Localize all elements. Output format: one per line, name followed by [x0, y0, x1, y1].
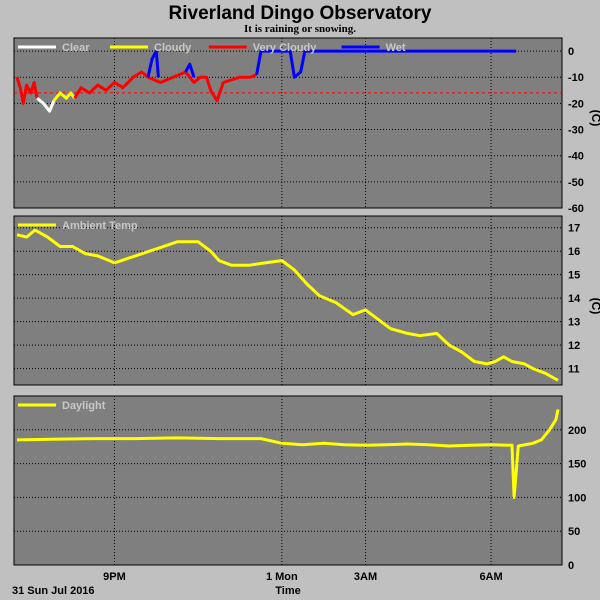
- series-line-sky-2: [52, 91, 76, 102]
- legend-label: Very Cloudy: [253, 42, 317, 54]
- panel-sky: 0 -10 -20 -30 -40 -50 -60 Clear Cloudy Very Cloud…: [13, 37, 600, 215]
- series-line-sky-6: [255, 49, 517, 79]
- y-tick-label: -10: [568, 72, 584, 84]
- y-tick-label: 100: [568, 492, 586, 504]
- page-subtitle: It is raining or snowing.: [244, 23, 356, 35]
- y-tick-label: -30: [568, 125, 584, 137]
- series-line-daylight-0: [16, 409, 560, 499]
- x-axis-label: Time: [275, 585, 300, 597]
- y-tick-label: -60: [568, 203, 584, 215]
- y-tick-label: 200: [568, 425, 586, 437]
- y-tick-label: 0: [568, 560, 574, 572]
- y-tick-label: 12: [568, 340, 580, 352]
- series-line-sky-5: [184, 62, 196, 78]
- panel-ambient: 17 16 15 14 13 12 11 Ambient Temp (C): [13, 215, 600, 386]
- y-tick-label: 0: [568, 46, 574, 58]
- page-title: Riverland Dingo Observatory: [169, 3, 432, 24]
- y-tick-label: -20: [568, 98, 584, 110]
- legend-label: Ambient Temp: [62, 220, 138, 232]
- series-line-sky-0: [15, 76, 39, 105]
- y-axis-unit: (C): [589, 298, 600, 315]
- x-tick-label: 6AM: [479, 571, 502, 583]
- chart-panels: 0 -10 -20 -30 -40 -50 -60 Clear Cloudy Very Cloud…: [13, 37, 600, 583]
- y-tick-label: 50: [568, 526, 580, 538]
- series-line-ambient-0: [16, 228, 559, 382]
- y-tick-label: 11: [568, 364, 580, 376]
- y-tick-label: 14: [568, 293, 581, 305]
- panel-daylight: 200 150 100 50 0 Daylight: [13, 395, 586, 572]
- y-tick-label: 13: [568, 317, 580, 329]
- panel-ambient-background: [13, 215, 563, 386]
- y-tick-label: 150: [568, 459, 586, 471]
- y-tick-label: 17: [568, 223, 580, 235]
- y-tick-label: 16: [568, 246, 580, 258]
- panel-daylight-background: [13, 395, 563, 566]
- y-axis-unit: (C): [589, 110, 600, 127]
- y-tick-label: -40: [568, 151, 584, 163]
- x-tick-label: 3AM: [354, 571, 377, 583]
- x-tick-label: 9PM: [103, 571, 126, 583]
- legend-label: Wet: [386, 42, 406, 54]
- y-tick-label: -50: [568, 177, 584, 189]
- series-line-sky-3: [73, 70, 258, 103]
- legend-label: Daylight: [62, 400, 106, 412]
- date-label: 31 Sun Jul 2016: [12, 585, 95, 597]
- legend-label: Clear: [62, 42, 90, 54]
- series-line-sky-1: [36, 97, 56, 113]
- series-line-sky-4: [146, 49, 160, 78]
- y-tick-label: 15: [568, 270, 580, 282]
- panel-sky-background: [13, 37, 563, 209]
- legend-label: Cloudy: [154, 42, 192, 54]
- x-tick-label: 1 Mon: [266, 571, 298, 583]
